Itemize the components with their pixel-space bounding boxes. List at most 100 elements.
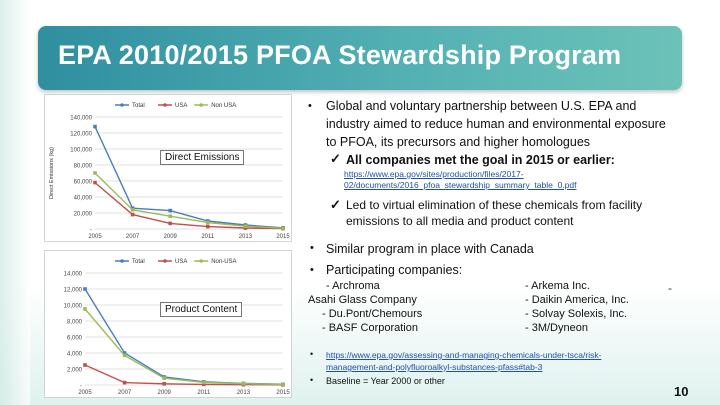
legend-entry: Non-USA [211,259,236,265]
data-point [83,287,87,291]
data-point [162,382,166,386]
slide-number: 10 [674,384,689,399]
company-item: - BASF Corporation [322,322,418,334]
data-point [162,376,166,380]
legend-marker [199,103,203,107]
company-item: Asahi Glass Company [308,294,417,306]
legend-marker [163,259,167,263]
x-tick-label: 2015 [276,234,290,240]
data-point [130,212,135,217]
data-point [83,363,87,367]
data-point [122,351,127,355]
bullet-dot-icon: • [308,100,312,112]
data-point [168,214,172,218]
x-tick-label: 2011 [201,234,215,240]
company-item: - Du.Pont/Chemours [322,308,423,320]
y-tick-label: 8,000 [67,320,83,326]
y-tick-label: 20,000 [74,212,93,218]
x-tick-label: 2009 [164,234,178,240]
y-tick-label: 140,000 [70,116,92,122]
slide-left-accent [0,0,30,405]
legend-marker [199,259,203,263]
legend-entry: Total [132,259,145,265]
legend-marker [163,103,167,107]
bullet-dot-icon: • [310,242,314,254]
bullet-participating: Participating companies: [326,263,463,277]
x-tick-label: 2007 [118,390,132,396]
data-point [281,226,285,230]
data-point [93,124,97,129]
series-line [94,182,284,230]
data-point [130,208,135,212]
y-tick-label: 100,000 [70,148,92,154]
legend-marker [120,103,124,107]
y-tick-label: 12,000 [64,288,83,294]
company-item: - Solvay Solexis, Inc. [525,308,628,320]
data-point [202,382,206,387]
direct-emissions-label: Direct Emissions [160,150,245,165]
check-virtual-elimination: Led to virtual elimination of these chem… [346,198,643,228]
data-point [206,224,210,229]
series-line [84,364,284,386]
company-item: - 3M/Dyneon [525,322,588,334]
y-tick-label: - [80,384,82,390]
legend-entry: USA [175,103,187,109]
y-tick-label: - [90,228,92,234]
check-mark-icon: ✓ [330,151,341,166]
data-point [202,380,206,385]
bullet-partnership: Global and voluntary partnership between… [326,99,666,149]
bullet-canada: Similar program in place with Canada [326,242,534,256]
baseline-note: Baseline = Year 2000 or other [326,376,445,386]
company-item: - Arkema Inc. [525,280,590,292]
data-point [83,307,87,311]
x-tick-label: 2007 [126,234,140,240]
data-point [281,382,285,387]
series-line [94,172,284,229]
y-tick-label: 4,000 [67,352,83,358]
data-point [122,380,127,385]
series-line [94,126,284,229]
x-tick-label: 2015 [276,390,290,396]
y-tick-label: 10,000 [64,304,83,310]
title-bar [38,26,682,90]
legend-entry: Total [132,103,145,109]
check-mark-icon: ✓ [330,197,341,212]
product-content-plot: - 2,000 4,000 6,000 8,000 10,000 12,000 14,000 2… [64,259,291,396]
slide-title: EPA 2010/2015 PFOA Stewardship Program [58,40,622,70]
series-line [84,308,284,386]
y-tick-label: 120,000 [70,132,92,138]
data-point [93,180,97,185]
data-point [243,226,248,230]
y-tick-label: 40,000 [74,196,93,202]
data-point [241,381,246,386]
x-tick-label: 2013 [239,234,253,240]
x-tick-label: 2005 [78,390,92,396]
legend-entry: USA [175,259,187,265]
y-tick-label: 60,000 [74,180,93,186]
direct-emissions-chart: - 20,000 40,000 60,000 80,000 100,000 120,000 1… [44,94,292,242]
check-goal-met: All companies met the goal in 2015 or ea… [346,153,615,167]
company-item: - Daikin America, Inc. [525,294,629,306]
bullet-dot-icon: • [310,264,314,276]
legend-marker [120,259,124,263]
y-tick-label: 6,000 [67,336,83,342]
data-point [168,221,172,226]
x-tick-label: 2011 [197,390,211,396]
y-axis-label: Direct Emissions (kg) [49,147,55,199]
data-point [168,208,172,213]
product-content-chart: - 2,000 4,000 6,000 8,000 10,000 12,000 14,000 2… [44,250,292,398]
y-tick-label: 80,000 [74,164,93,170]
x-tick-label: 2009 [158,390,172,396]
bullet-dot-icon: • [310,349,314,359]
data-point [243,224,248,228]
data-point [206,220,210,225]
bullet-dot-icon: • [310,375,314,385]
company-item: - Archroma [326,280,380,292]
stewardship-summary-link[interactable]: https://www.epa.gov/sites/production/fil… [344,169,577,190]
data-point [93,171,97,175]
product-content-label: Product Content [160,302,243,317]
y-tick-label: 2,000 [67,368,83,374]
legend-entry: Non USA [211,103,236,109]
data-point [122,353,127,358]
pfas-risk-management-link[interactable]: https://www.epa.gov/assessing-and-managi… [326,350,602,372]
